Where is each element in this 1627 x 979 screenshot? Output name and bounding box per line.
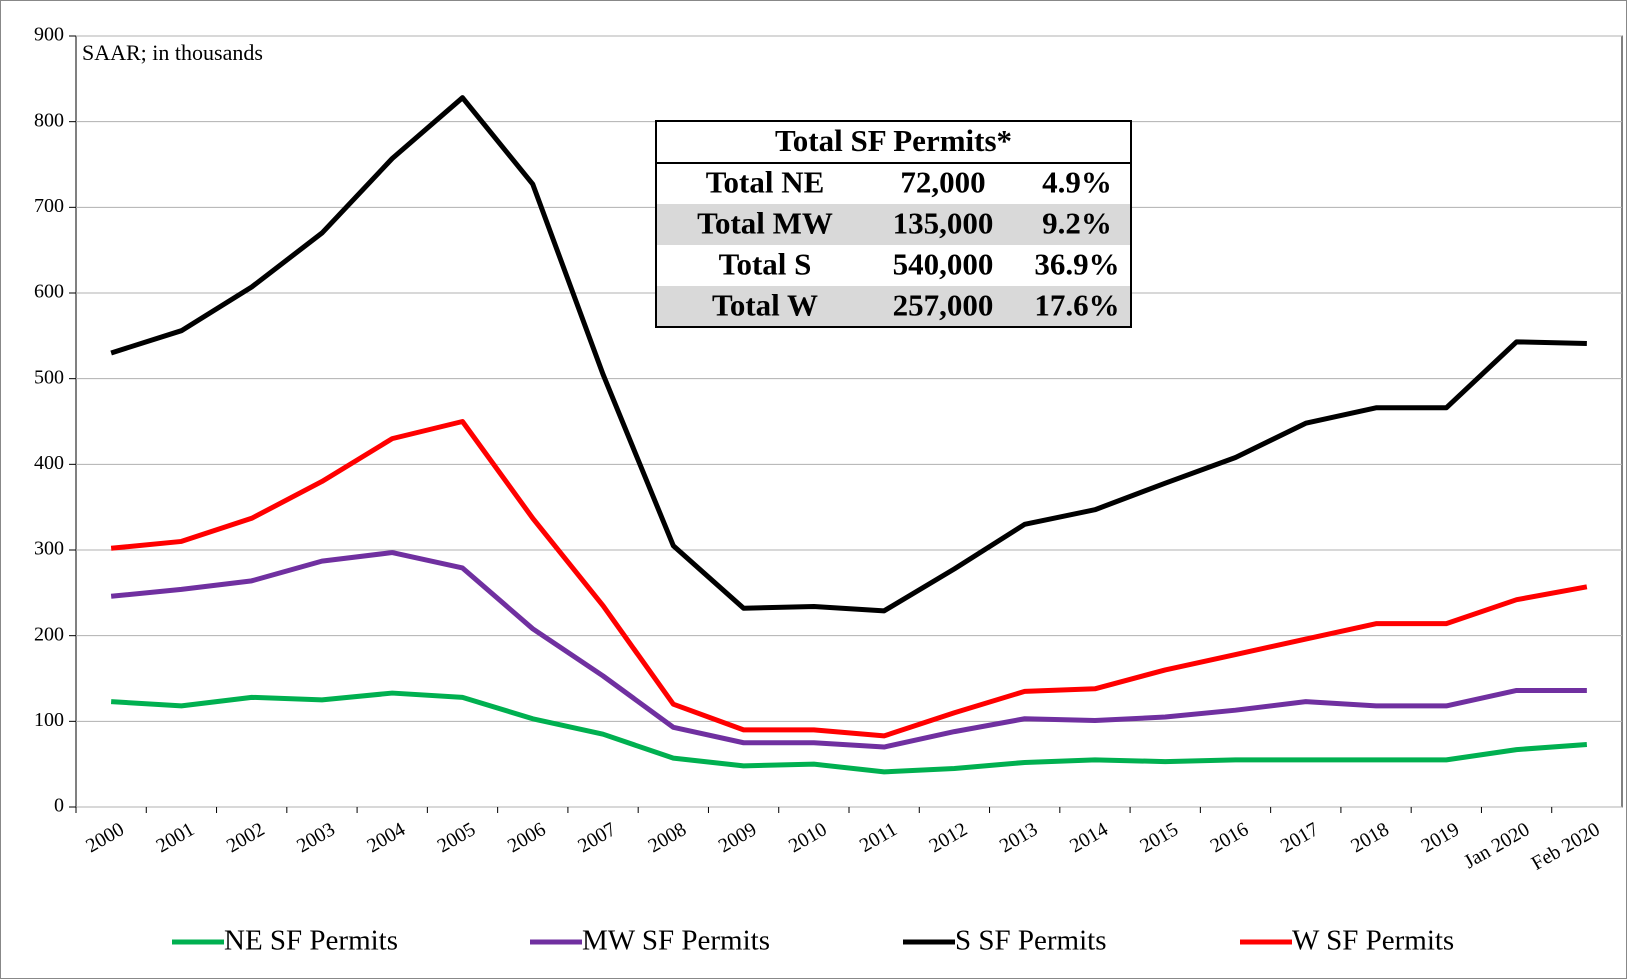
table-cell: 257,000 xyxy=(893,288,994,323)
y-tick-label: 400 xyxy=(34,452,64,474)
y-tick-label: 100 xyxy=(34,709,64,731)
annotation: SAAR; in thousands xyxy=(82,40,263,65)
legend-label: MW SF Permits xyxy=(582,925,770,957)
table-cell: 17.6% xyxy=(1034,288,1119,323)
y-tick-label: 600 xyxy=(34,281,64,303)
table-row-bg xyxy=(656,204,1131,245)
series-line xyxy=(110,550,1587,750)
series-line xyxy=(110,690,1588,775)
table-border xyxy=(655,120,1132,328)
y-tick-label: 700 xyxy=(34,195,64,217)
y-tick-label: 900 xyxy=(34,24,64,46)
table-row-bg xyxy=(656,286,1131,327)
table-cell: Total W xyxy=(712,288,818,323)
table-cell: 36.9% xyxy=(1034,247,1119,282)
table-cell: Total S xyxy=(719,247,812,282)
table-cell: 9.2% xyxy=(1042,206,1112,241)
legend-label: W SF Permits xyxy=(1292,925,1454,957)
table-cell: Total NE xyxy=(706,165,825,200)
legend-label: NE SF Permits xyxy=(224,925,398,957)
y-tick-label: 0 xyxy=(54,795,64,817)
table-cell: 540,000 xyxy=(893,247,994,282)
y-tick-label: 500 xyxy=(34,366,64,388)
table-cell: 135,000 xyxy=(893,206,994,241)
table-cell: 4.9% xyxy=(1042,165,1112,200)
series-line xyxy=(110,95,1587,614)
table-title: Total SF Permits* xyxy=(775,123,1012,158)
series-line xyxy=(110,419,1588,739)
y-tick-label: 300 xyxy=(34,538,64,560)
table-cell: Total MW xyxy=(697,206,833,241)
table-cell: 72,000 xyxy=(900,165,985,200)
y-tick-label: 200 xyxy=(34,623,64,645)
y-tick-label: 800 xyxy=(34,109,64,131)
legend-label: S SF Permits xyxy=(955,925,1107,957)
